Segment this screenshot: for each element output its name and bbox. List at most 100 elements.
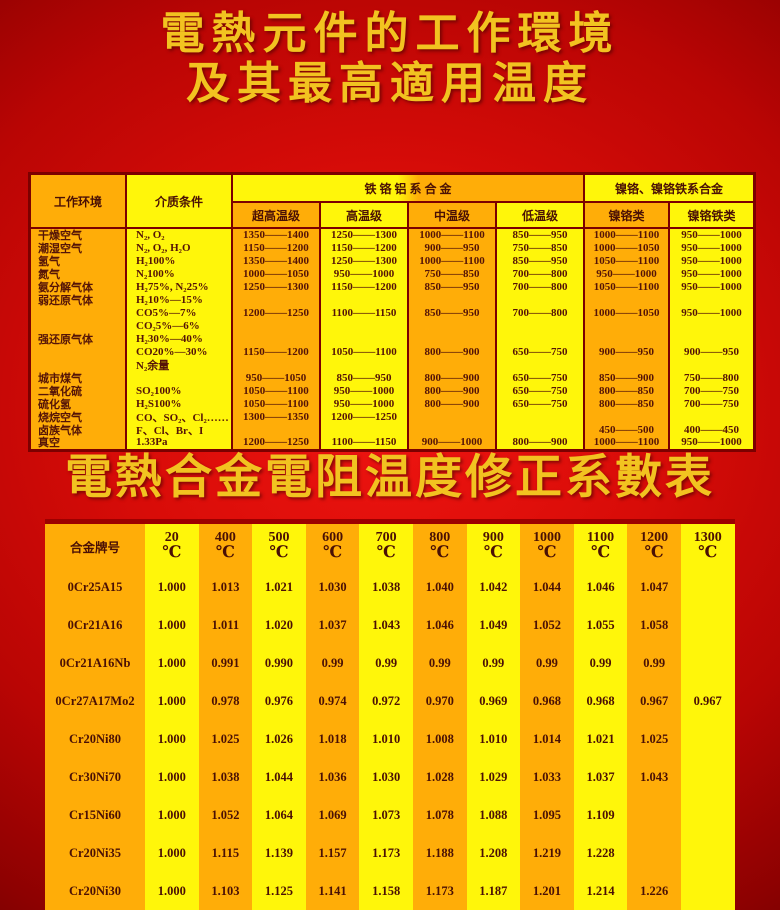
temp-column-header: 20 ℃ (145, 524, 199, 569)
coefficient-cell: 0.99 (359, 644, 413, 683)
temp-header-value: 400 (214, 529, 236, 545)
temp-range-cell: 650——750 (497, 371, 585, 385)
coefficient-cell: 1.226 (627, 872, 681, 910)
temp-range-cell: 800——900 (409, 397, 497, 411)
medium-cell: SO₂100% (127, 384, 233, 398)
medium-cell: H₂10%—15% (127, 293, 233, 307)
alloy-grade-cell: 0Cr21A16Nb (45, 644, 145, 683)
header-medium: 介质条件 (127, 175, 233, 229)
coefficient-cell (680, 720, 735, 759)
temp-range-cell: 650——750 (497, 397, 585, 411)
temp-range-cell: 900——950 (585, 345, 670, 359)
temp-range-cell: 850——950 (321, 371, 409, 385)
coefficient-cell: 1.058 (627, 606, 681, 645)
temp-range-cell: 950——1000 (321, 384, 409, 398)
coefficient-cell: 1.010 (359, 720, 413, 759)
work-env-cell: 城市煤气 (31, 371, 127, 385)
temp-range-cell: 1000——1050 (585, 241, 670, 255)
temp-column-header: 500 ℃ (252, 524, 306, 569)
temp-header-value: 900 (482, 529, 504, 545)
work-env-cell: 氮气 (31, 267, 127, 281)
coefficient-cell: 1.036 (305, 758, 360, 797)
coefficient-cell: 1.000 (145, 682, 199, 721)
temp-range-cell: 1200——1250 (233, 436, 321, 449)
temp-range-cell: 1350——1400 (233, 254, 321, 268)
temp-range-cell: 800——900 (409, 371, 497, 385)
temp-range-cell: 1350——1400 (233, 229, 321, 242)
temp-range-cell: 1100——1150 (321, 306, 409, 320)
coefficient-cell: 1.173 (412, 872, 467, 910)
coefficient-cell: 1.046 (573, 569, 628, 607)
temp-range-cell (321, 332, 409, 346)
temp-range-cell: 900——1000 (409, 436, 497, 449)
medium-cell: H₂30%—40% (127, 332, 233, 346)
correction-coefficient-table: 合金牌号 20 ℃ 400 ℃ 500 ℃ 600 ℃ 700 ℃ 800 ℃ 900 ℃ 1000 ℃ 1100… (45, 519, 735, 910)
temp-header-value: 20 (164, 529, 179, 545)
header-fecral-group: 铁 铬 铝 系 合 金 (233, 175, 585, 203)
temp-range-cell (409, 319, 497, 333)
work-env-cell: 烧烷空气 (31, 410, 127, 424)
coefficient-cell: 1.000 (145, 569, 199, 607)
coefficient-cell: 1.069 (305, 796, 360, 835)
work-env-cell: 真空 (31, 436, 127, 449)
coefficient-cell: 1.033 (520, 758, 574, 797)
coefficient-cell: 1.208 (466, 834, 521, 873)
alloy-grade-cell: 0Cr25A15 (45, 569, 145, 607)
coefficient-cell: 1.052 (198, 796, 253, 835)
coefficient-cell: 1.029 (466, 758, 521, 797)
coefficient-cell: 1.214 (573, 872, 628, 910)
coefficient-cell: 1.020 (252, 606, 306, 645)
coefficient-cell: 0.99 (520, 644, 574, 683)
temp-range-cell: 1100——1150 (321, 436, 409, 449)
coefficient-cell: 0.968 (573, 682, 628, 721)
coefficient-cell: 1.000 (145, 872, 199, 910)
temp-range-cell (585, 293, 670, 307)
coefficient-cell: 0.967 (627, 682, 681, 721)
temp-column-header: 1200 ℃ (627, 524, 681, 569)
temp-range-cell: 700——800 (497, 267, 585, 281)
correction-table-title: 電熱合金電阻温度修正系數表 (65, 452, 715, 504)
coefficient-cell: 1.028 (412, 758, 467, 797)
temp-range-cell (321, 423, 409, 436)
temp-range-cell (670, 358, 753, 372)
temp-range-cell: 700——750 (670, 384, 753, 398)
alloy-grade-cell: 0Cr21A16 (45, 606, 145, 645)
coefficient-cell: 1.158 (359, 872, 413, 910)
coefficient-cell: 1.021 (573, 720, 628, 759)
temp-range-cell: 1000——1100 (585, 436, 670, 449)
header-nicr-class: 镍铬类 (585, 203, 670, 229)
temp-range-cell: 1250——1300 (233, 280, 321, 294)
coefficient-cell: 1.013 (198, 569, 253, 607)
celsius-unit: ℃ (644, 544, 664, 562)
temp-range-cell: 1300——1350 (233, 410, 321, 424)
celsius-unit: ℃ (376, 544, 396, 562)
work-env-cell (31, 306, 127, 320)
temp-range-cell (233, 332, 321, 346)
coefficient-cell: 0.991 (198, 644, 253, 683)
temp-column-header: 1300 ℃ (680, 524, 735, 569)
temp-range-cell: 950——1000 (670, 436, 753, 449)
coefficient-cell: 1.052 (520, 606, 574, 645)
coefficient-cell: 1.000 (145, 644, 199, 683)
work-env-cell: 强还原气体 (31, 332, 127, 346)
temp-range-cell (497, 332, 585, 346)
coefficient-cell: 1.037 (573, 758, 628, 797)
temp-range-cell: 650——750 (497, 384, 585, 398)
temp-range-cell (670, 410, 753, 424)
temp-range-cell (321, 358, 409, 372)
temp-range-cell: 850——900 (585, 371, 670, 385)
temp-range-cell: 800——900 (409, 345, 497, 359)
work-env-cell (31, 345, 127, 359)
coefficient-cell: 1.103 (198, 872, 253, 910)
medium-cell: H₂100% (127, 254, 233, 268)
temp-range-cell (233, 423, 321, 436)
temp-column-header: 700 ℃ (359, 524, 413, 569)
medium-cell: 1.33Pa (127, 436, 233, 449)
coefficient-cell: 0.99 (466, 644, 521, 683)
temp-range-cell: 950——1000 (670, 306, 753, 320)
work-env-cell: 干燥空气 (31, 229, 127, 242)
celsius-unit: ℃ (269, 544, 289, 562)
temp-range-cell: 1200——1250 (233, 306, 321, 320)
temp-range-cell: 900——950 (409, 241, 497, 255)
coefficient-cell: 1.044 (252, 758, 306, 797)
